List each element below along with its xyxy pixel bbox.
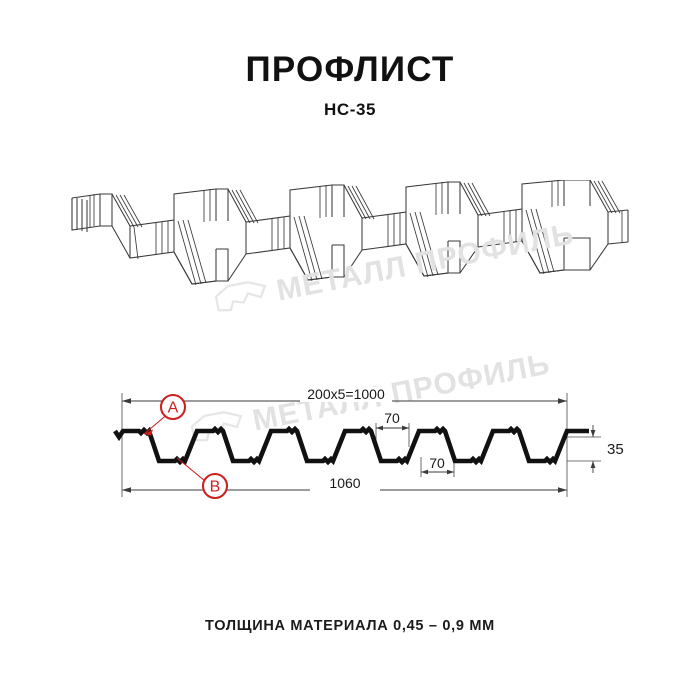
sheet-3d-geometry: [71, 179, 629, 286]
callout-a-arrow-icon: [144, 429, 153, 436]
dimension-rib-bottom-label: 70: [429, 455, 445, 471]
callout-b-leader: [176, 457, 206, 482]
sheet-bottom-edge: [71, 198, 629, 285]
sheet-top-edge: [71, 179, 629, 227]
dimension-rib-top-label: 70: [384, 410, 400, 426]
sheet-left-thickness: [71, 198, 88, 232]
callout-a-circle: [159, 393, 187, 421]
dimension-label-bg: [310, 476, 380, 491]
sheet-trough-faces: [173, 237, 591, 285]
cross-section-drawing: 200x5=1000 70 70 35: [113, 386, 624, 500]
page-title: ПРОФЛИСТ: [245, 50, 455, 89]
callout-b-circle: [201, 472, 229, 500]
dimension-overall-bottom: 1060: [122, 475, 567, 493]
dimension-overall-bottom-label: 1060: [329, 475, 360, 491]
arrow-up-icon: [590, 461, 596, 468]
arrow-left-icon: [122, 487, 131, 493]
arrow-down-icon: [590, 430, 596, 437]
dimension-overall-top: 200x5=1000: [122, 386, 567, 404]
material-thickness-text: ТОЛЩИНА МАТЕРИАЛА 0,45 – 0,9 ММ: [205, 618, 495, 634]
dimension-rib-bottom: 70: [421, 455, 454, 475]
callout-b-label: B: [210, 479, 221, 496]
corrugated-sheet-3d-view: [71, 179, 629, 286]
arrow-left-icon: [376, 425, 383, 431]
callout-a-label: A: [168, 400, 179, 417]
arrow-right-icon: [558, 487, 567, 493]
isometric-view-container: [70, 179, 630, 310]
product-code-subtitle: НС-35: [323, 99, 377, 119]
dimension-overall-top-label: 200x5=1000: [307, 386, 385, 402]
callout-marker-b[interactable]: B: [201, 472, 229, 500]
footer: ТОЛЩИНА МАТЕРИАЛА 0,45 – 0,9 ММ: [0, 618, 700, 634]
header: ПРОФЛИСТ НС-35: [0, 50, 700, 120]
dimension-label-bg: [300, 387, 392, 402]
profile-section-path: [113, 425, 589, 466]
sheet-web-striations: [89, 180, 623, 286]
arrow-right-icon: [447, 469, 454, 475]
dimension-height: 35: [590, 425, 624, 473]
profile-outline: [113, 425, 589, 466]
sheet-fold-lines: [99, 180, 609, 258]
arrow-left-icon: [421, 469, 428, 475]
dimension-rib-top: 70: [376, 410, 409, 431]
cross-section-container: 200x5=1000 70 70 35: [95, 385, 635, 510]
arrow-right-icon: [558, 398, 567, 404]
arrow-right-icon: [402, 425, 409, 431]
callout-marker-a[interactable]: A: [159, 393, 187, 421]
arrow-left-icon: [122, 398, 131, 404]
dimension-height-label: 35: [607, 441, 624, 458]
